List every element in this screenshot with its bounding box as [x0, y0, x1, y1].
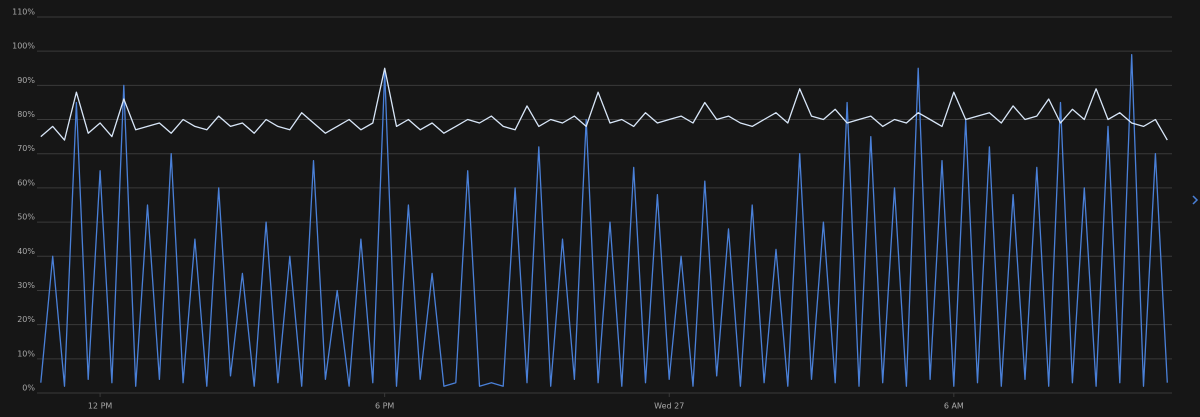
y-tick-label: 20% — [17, 315, 35, 324]
y-tick-label: 100% — [12, 42, 35, 51]
x-tick-label: 6 AM — [944, 402, 964, 411]
series-line — [40, 67, 1168, 141]
y-tick-label: 60% — [17, 178, 35, 187]
scroll-chevron[interactable] — [1192, 195, 1199, 205]
x-tick-label: Wed 27 — [654, 402, 684, 411]
y-tick-label: 50% — [17, 213, 35, 222]
y-tick-label: 0% — [22, 384, 35, 393]
y-tick-label: 70% — [17, 144, 35, 153]
x-tick-label: 12 PM — [88, 402, 113, 411]
x-tick-label: 6 PM — [375, 402, 394, 411]
y-tick-label: 40% — [17, 247, 35, 256]
y-tick-label: 110% — [12, 8, 35, 17]
y-tick-label: 80% — [17, 110, 35, 119]
y-tick-label: 10% — [17, 349, 35, 358]
y-tick-label: 30% — [17, 281, 35, 290]
y-tick-label: 90% — [17, 76, 35, 85]
series-line — [40, 53, 1168, 387]
